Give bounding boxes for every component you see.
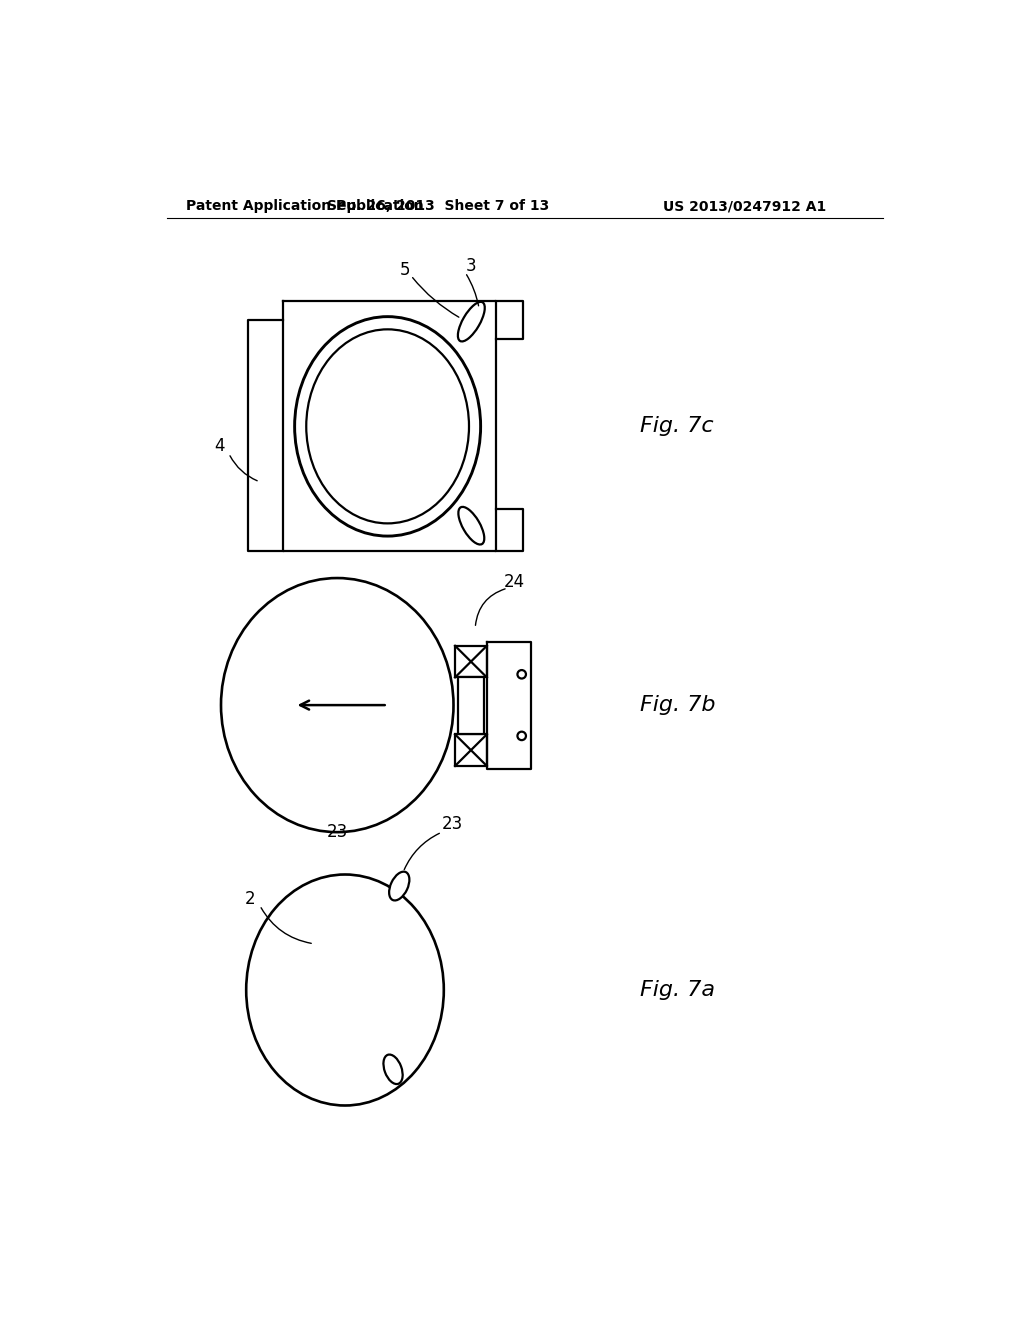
- Text: Fig. 7b: Fig. 7b: [640, 696, 715, 715]
- Bar: [455, 645, 486, 677]
- Ellipse shape: [459, 507, 484, 545]
- Text: 3: 3: [466, 257, 476, 275]
- Bar: [458, 677, 483, 734]
- Text: Patent Application Publication: Patent Application Publication: [186, 199, 424, 213]
- Circle shape: [517, 731, 526, 741]
- Text: 2: 2: [245, 890, 256, 908]
- Text: Fig. 7c: Fig. 7c: [640, 416, 713, 437]
- Bar: [455, 734, 486, 766]
- Text: 24: 24: [504, 573, 524, 591]
- Ellipse shape: [383, 1055, 402, 1084]
- Text: US 2013/0247912 A1: US 2013/0247912 A1: [663, 199, 826, 213]
- Text: 5: 5: [400, 261, 411, 279]
- Text: 23: 23: [441, 816, 463, 833]
- Ellipse shape: [389, 871, 410, 900]
- Text: Fig. 7a: Fig. 7a: [640, 979, 715, 1001]
- Text: 23: 23: [327, 824, 348, 841]
- Ellipse shape: [458, 302, 484, 342]
- Text: Sep. 26, 2013  Sheet 7 of 13: Sep. 26, 2013 Sheet 7 of 13: [327, 199, 549, 213]
- Circle shape: [517, 671, 526, 678]
- Text: 4: 4: [214, 437, 224, 454]
